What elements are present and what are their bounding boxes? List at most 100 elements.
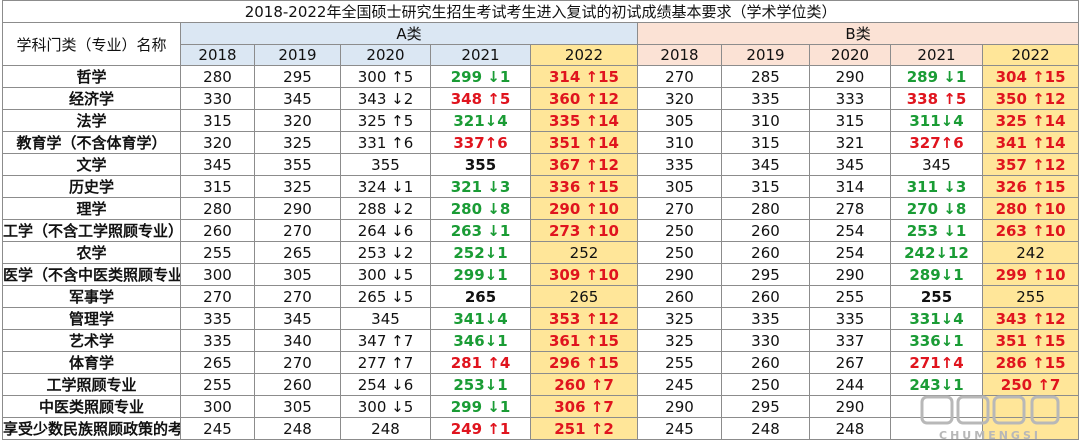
score-value: 260 — [203, 221, 232, 240]
score-value: 306 ↑7 — [554, 397, 614, 416]
score-value: 263 ↓1 — [450, 221, 511, 240]
score-value: 270 — [283, 287, 312, 306]
score-a-2022: 351 ↑14 — [530, 131, 638, 154]
score-a-2018: 315 — [180, 175, 255, 198]
score-value: 280 — [751, 199, 780, 218]
subject-name: 中医类照顾专业 — [2, 395, 181, 418]
watermark-logo: CHUMENGSI — [914, 393, 1074, 443]
score-value: 280 — [203, 199, 232, 218]
score-a-2020: 300 ↓5 — [340, 395, 431, 418]
score-value: 325 — [283, 177, 312, 196]
score-value: 335 — [203, 331, 232, 350]
score-value: 277 ↑7 — [357, 353, 414, 372]
score-value: 321 ↓3 — [450, 177, 511, 196]
score-b-2018: 290 — [637, 395, 722, 418]
score-value: 260 ↑7 — [554, 375, 614, 394]
score-value: 299↓1 — [453, 265, 508, 284]
score-a-2018: 280 — [180, 65, 255, 88]
score-value: 335 — [751, 89, 780, 108]
score-b-2018: 305 — [637, 109, 722, 132]
table-row: 体育学 265 270 277 ↑7 281 ↑4 296 ↑15 255 260 267 271… — [2, 351, 1080, 374]
score-value: 325 ↑14 — [995, 111, 1066, 130]
table-row: 历史学 315 325 324 ↓1 321 ↓3 336 ↑15 305 315 314 311… — [2, 175, 1080, 198]
score-value: 314 — [835, 177, 865, 196]
score-value: 299 ↓1 — [450, 397, 511, 416]
score-b-2019: 330 — [721, 329, 810, 352]
year-a-2022: 2022 — [530, 44, 638, 66]
score-a-2022: 360 ↑12 — [530, 87, 638, 110]
score-value: 345 — [203, 155, 232, 174]
score-b-2021: 336↓1 — [890, 329, 983, 352]
score-a-2020: 265 ↓5 — [340, 285, 431, 308]
score-b-2020: 244 — [809, 373, 891, 396]
score-value: 361 ↑15 — [549, 331, 619, 350]
score-value: 325 — [283, 133, 312, 152]
score-a-2018: 300 — [180, 263, 255, 286]
score-a-2020: 288 ↓2 — [340, 197, 431, 220]
score-a-2018: 300 — [180, 395, 255, 418]
score-a-2022: 251 ↑2 — [530, 417, 638, 440]
year-b-2021: 2021 — [890, 44, 983, 66]
score-b-2022: 299 ↑10 — [981, 263, 1080, 286]
score-value: 320 — [283, 111, 312, 130]
score-value: 260 — [665, 287, 694, 306]
score-a-2022: 265 — [530, 285, 638, 308]
score-value: 327↑6 — [909, 133, 964, 152]
score-a-2022: 353 ↑12 — [530, 307, 638, 330]
score-value: 324 ↓1 — [357, 177, 414, 196]
score-value: 248 — [371, 419, 400, 438]
title-row: 2018-2022年全国硕士研究生招生考试考生进入复试的初试成绩基本要求（学术学… — [1, 0, 1080, 23]
score-value: 357 ↑12 — [995, 155, 1066, 174]
score-value: 351 ↑15 — [995, 331, 1066, 350]
score-value: 314 ↑15 — [549, 67, 619, 86]
score-b-2022: 242 — [981, 241, 1080, 264]
score-value: 340 — [283, 331, 312, 350]
score-value: 310 — [665, 133, 694, 152]
score-value: 330 — [203, 89, 232, 108]
score-a-2019: 345 — [254, 307, 341, 330]
subject-name: 理学 — [2, 197, 181, 220]
score-value: 325 — [665, 309, 694, 328]
score-value: 270 — [283, 221, 312, 240]
score-value: 345 — [283, 309, 312, 328]
subject-column-header: 学科门类（专业）名称 — [2, 22, 181, 66]
score-value: 345 — [751, 155, 780, 174]
score-a-2019: 260 — [254, 373, 341, 396]
score-a-2022: 361 ↑15 — [530, 329, 638, 352]
category-b-header: B类 — [636, 22, 1080, 45]
score-value: 248 — [283, 419, 312, 438]
score-b-2019: 335 — [721, 307, 810, 330]
score-b-2022: 255 — [981, 285, 1080, 308]
score-value: 254 — [835, 221, 865, 240]
year-a-2020: 2020 — [340, 44, 431, 66]
score-value: 315 — [203, 177, 232, 196]
score-b-2021: 338 ↑5 — [890, 87, 983, 110]
score-a-2020: 264 ↓6 — [340, 219, 431, 242]
score-a-2019: 270 — [254, 285, 341, 308]
score-a-2021: 346↓1 — [430, 329, 531, 352]
score-a-2022: 260 ↑7 — [530, 373, 638, 396]
score-b-2018: 250 — [637, 241, 722, 264]
subject-name: 享受少数民族照顾政策的考生 — [2, 417, 181, 440]
score-b-2019: 345 — [721, 153, 810, 176]
score-a-2018: 345 — [180, 153, 255, 176]
subject-name: 法学 — [2, 109, 181, 132]
score-value: 255 — [1016, 287, 1045, 306]
score-value: 290 — [283, 199, 312, 218]
score-a-2020: 355 — [340, 153, 431, 176]
score-a-2020: 347 ↑7 — [340, 329, 431, 352]
score-b-2022: 286 ↑15 — [981, 351, 1080, 374]
table-title: 2018-2022年全国硕士研究生招生考试考生进入复试的初试成绩基本要求（学术学… — [1, 0, 1080, 23]
score-value: 331↓4 — [909, 309, 964, 328]
score-a-2022: 314 ↑15 — [530, 65, 638, 88]
score-value: 335 — [665, 155, 694, 174]
score-value: 254 ↓6 — [357, 375, 414, 394]
score-b-2022: 304 ↑15 — [981, 65, 1080, 88]
score-a-2019: 305 — [254, 263, 341, 286]
score-value: 280 ↓8 — [450, 199, 511, 218]
score-value: 242↓12 — [904, 243, 969, 262]
score-b-2022: 343 ↑12 — [981, 307, 1080, 330]
score-value: 300 — [203, 397, 232, 416]
